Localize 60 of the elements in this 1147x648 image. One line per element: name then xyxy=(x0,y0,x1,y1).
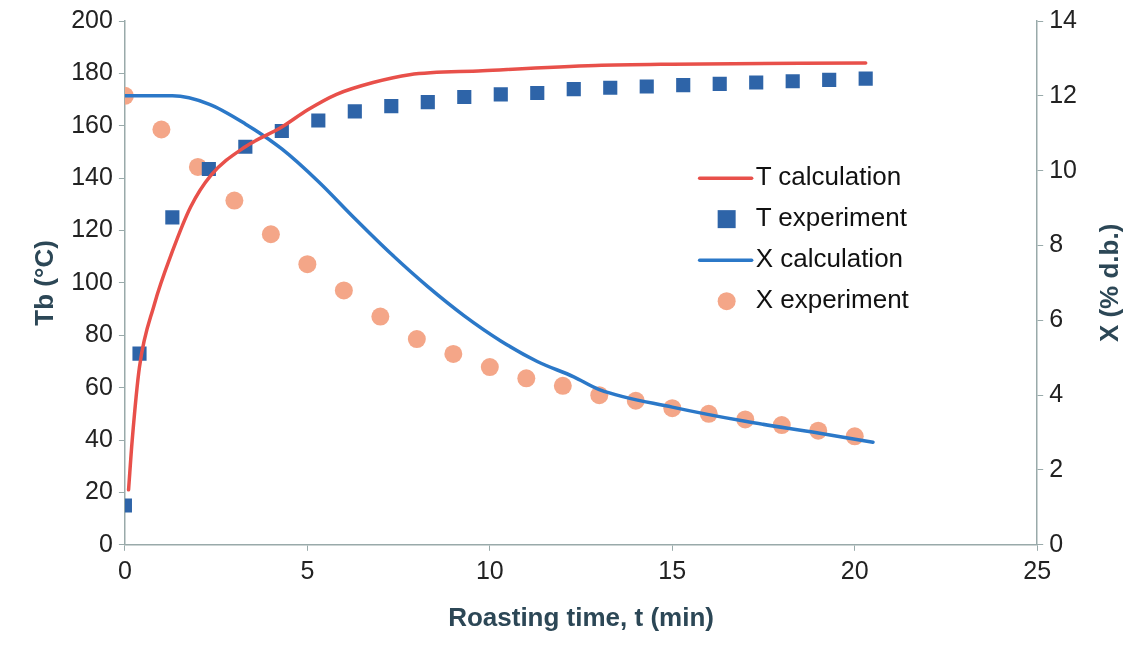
point xyxy=(639,79,654,94)
point xyxy=(334,281,353,300)
point xyxy=(298,255,317,274)
point xyxy=(384,99,399,114)
legend-label: T experiment xyxy=(755,202,908,233)
point xyxy=(676,78,691,93)
point xyxy=(493,87,508,102)
y-tick-label: 140 xyxy=(71,162,113,191)
x-tick-label: 15 xyxy=(658,555,687,584)
point xyxy=(420,95,435,110)
point xyxy=(347,104,362,119)
point xyxy=(457,89,472,105)
point xyxy=(822,72,837,87)
x-tick-label: 0 xyxy=(117,555,132,584)
y-tick-label: 0 xyxy=(99,528,113,557)
x-tick-label: 25 xyxy=(1023,555,1052,584)
y2-axis-title: X (% d.b.) xyxy=(1094,223,1125,343)
legend-label: T calculation xyxy=(755,161,902,192)
y-tick-label: 200 xyxy=(71,4,113,33)
point xyxy=(517,369,536,388)
y2-tick-label: 6 xyxy=(1049,304,1064,333)
point xyxy=(225,191,244,210)
point xyxy=(261,225,280,244)
x-tick-label: 20 xyxy=(840,555,869,584)
y-tick-label: 160 xyxy=(71,109,113,138)
y-tick-label: 20 xyxy=(85,476,113,505)
point xyxy=(749,75,764,90)
y-tick-label: 60 xyxy=(85,371,113,400)
point xyxy=(165,210,180,225)
x-axis-title: Roasting time, t (min) xyxy=(448,601,714,632)
point xyxy=(311,113,326,128)
point xyxy=(152,120,171,139)
point xyxy=(712,76,727,91)
x-tick-label: 5 xyxy=(300,555,315,584)
y-tick-label: 40 xyxy=(85,423,113,452)
y2-tick-label: 0 xyxy=(1049,528,1064,557)
y-tick-label: 120 xyxy=(71,214,113,243)
legend-label: X experiment xyxy=(755,284,910,315)
legend-label: X calculation xyxy=(755,243,904,274)
point xyxy=(566,82,581,97)
point xyxy=(603,80,618,95)
point xyxy=(553,376,572,395)
point xyxy=(530,85,545,101)
y2-tick-label: 12 xyxy=(1049,79,1077,108)
point xyxy=(858,71,873,86)
x-tick-label: 10 xyxy=(475,555,504,584)
point xyxy=(371,307,390,326)
y2-tick-label: 14 xyxy=(1049,4,1078,33)
y-tick-label: 80 xyxy=(85,319,113,348)
y2-tick-label: 8 xyxy=(1049,229,1064,258)
y-tick-label: 100 xyxy=(71,266,113,295)
y2-tick-label: 10 xyxy=(1049,154,1077,183)
point xyxy=(444,344,463,363)
y2-tick-label: 4 xyxy=(1049,379,1064,408)
y-tick-label: 180 xyxy=(71,57,113,86)
y-axis-title: Tb (°C) xyxy=(28,240,59,326)
point xyxy=(785,74,800,89)
point xyxy=(480,358,499,377)
point xyxy=(407,330,426,349)
y2-tick-label: 2 xyxy=(1049,453,1064,482)
